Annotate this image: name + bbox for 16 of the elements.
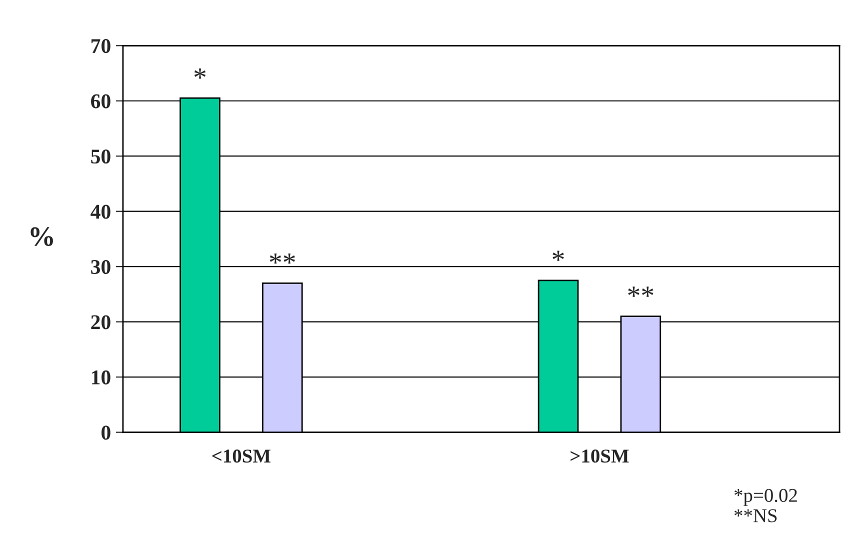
y-tick-label: 10 <box>92 370 110 384</box>
y-tick-label: 30 <box>91 260 110 274</box>
y-axis-title: % <box>30 227 53 246</box>
y-tick-label: 40 <box>90 204 110 219</box>
text: *p=0.02 **NS <box>734 488 797 522</box>
annotation: ** <box>270 253 295 264</box>
y-tick-label: 50 <box>91 149 110 164</box>
annotation: * <box>552 250 564 261</box>
y-tick-label: 0 <box>102 426 110 440</box>
annotation: * <box>194 68 206 79</box>
annotation: ** <box>628 286 654 297</box>
y-tick-label: 70 <box>92 39 110 54</box>
y-tick-label: 60 <box>91 94 110 108</box>
x-tick-label: <10SM <box>212 450 270 463</box>
y-tick-label: 20 <box>91 315 110 330</box>
x-tick-label: >10SM <box>570 450 629 463</box>
